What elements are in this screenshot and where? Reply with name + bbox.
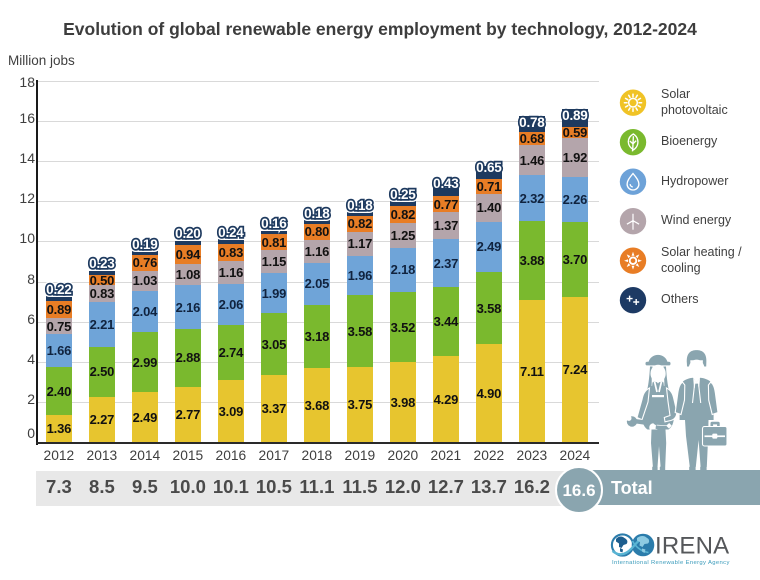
svg-text:IRENA: IRENA: [655, 533, 729, 560]
svg-text:International Renewable Energy: International Renewable Energy Agency: [612, 560, 730, 566]
